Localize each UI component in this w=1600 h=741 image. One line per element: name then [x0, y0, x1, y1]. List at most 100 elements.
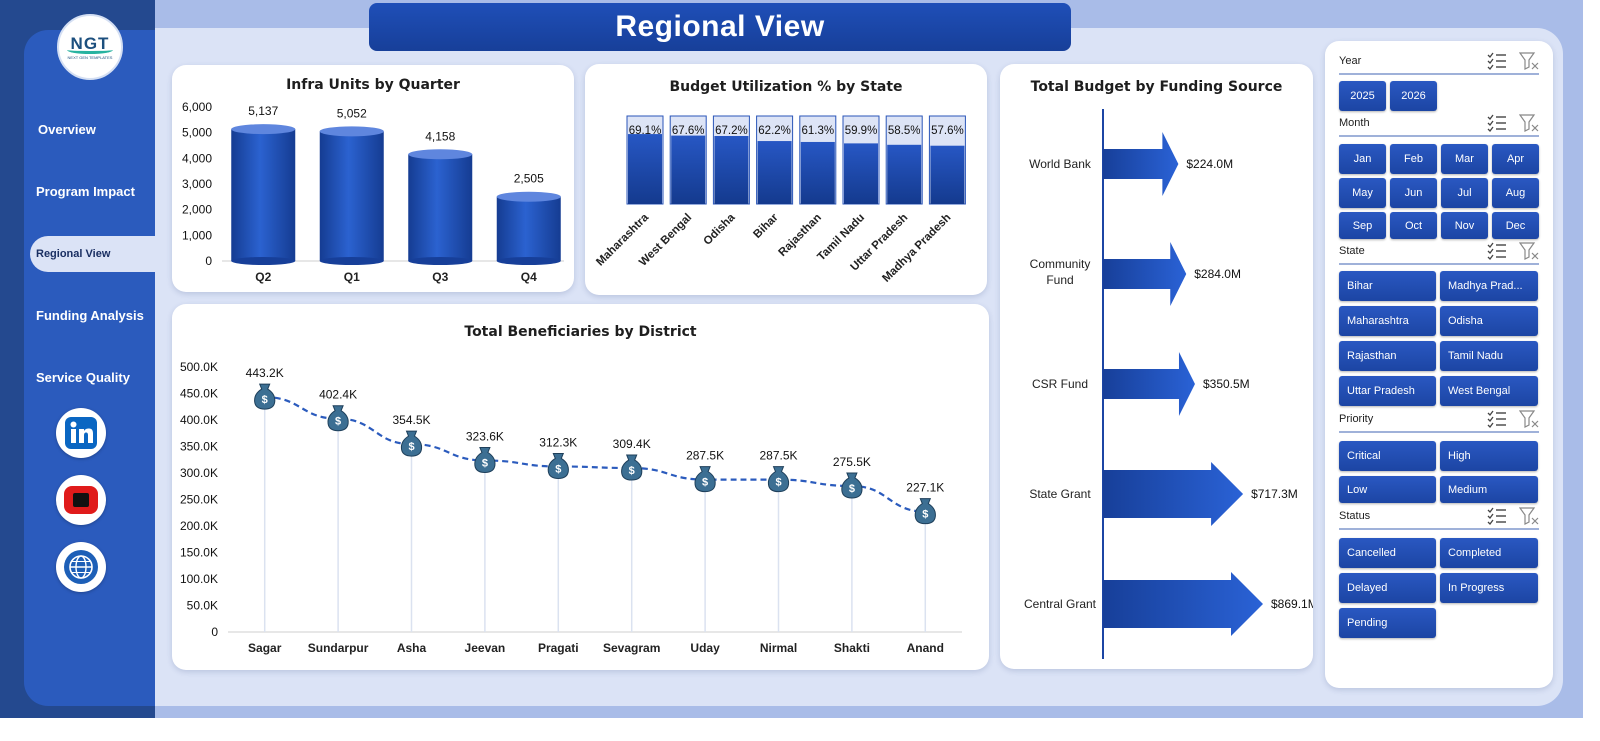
slicer-panel: Year 2025 2026 Month Jan Feb Mar Apr May…: [1325, 41, 1553, 688]
data-label: $350.5M: [1203, 377, 1250, 391]
month-option-mar[interactable]: Mar: [1441, 144, 1488, 174]
bar-base: [408, 257, 473, 265]
linkedin-icon: [65, 417, 97, 449]
priority-option-critical[interactable]: Critical: [1339, 441, 1436, 471]
nav-item-program-impact[interactable]: Program Impact: [36, 184, 135, 199]
x-tick-label: Odisha: [701, 211, 737, 247]
clear-filter-icon[interactable]: [1519, 114, 1539, 132]
month-option-oct[interactable]: Oct: [1390, 212, 1437, 239]
data-label: 69.1%: [629, 125, 662, 137]
y-tick-label: CSR Fund: [1032, 377, 1088, 391]
bar: [757, 141, 792, 204]
data-label: 275.5K: [833, 455, 871, 469]
clear-filter-icon[interactable]: [1519, 410, 1539, 428]
y-tick-label: Community: [1030, 257, 1091, 271]
data-label: 58.5%: [888, 125, 921, 137]
status-option-delayed[interactable]: Delayed: [1339, 573, 1436, 603]
website-button[interactable]: [56, 542, 106, 592]
arrow-bar: [1103, 242, 1187, 306]
money-bag-icon: [254, 383, 276, 410]
clear-filter-icon[interactable]: [1519, 507, 1539, 525]
state-option-bihar[interactable]: Bihar: [1339, 271, 1436, 301]
multi-select-icon[interactable]: [1487, 410, 1507, 428]
multi-select-icon[interactable]: [1487, 507, 1507, 525]
dollar-sign-glyph: $: [922, 509, 928, 521]
multi-select-icon[interactable]: [1487, 52, 1507, 70]
state-option-madhya-pradesh[interactable]: Madhya Prad...: [1440, 271, 1538, 301]
clear-filter-icon[interactable]: [1519, 52, 1539, 70]
priority-option-high[interactable]: High: [1440, 441, 1538, 471]
y-tick-label: World Bank: [1029, 157, 1092, 171]
nav-item-overview[interactable]: Overview: [38, 122, 96, 137]
arrow-bar: [1103, 572, 1263, 636]
logo: NGT NEXT GEN TEMPLATES: [57, 14, 123, 80]
nav-item-service-quality[interactable]: Service Quality: [36, 370, 130, 385]
month-option-jun[interactable]: Jun: [1390, 178, 1437, 208]
y-tick-label: 350.0K: [180, 440, 218, 454]
data-label: 287.5K: [686, 449, 724, 463]
y-tick-label: 5,000: [182, 126, 212, 140]
funding-source-chart: $224.0M World Bank $284.0M Community Fund $35…: [1024, 109, 1313, 659]
state-option-tamil-nadu[interactable]: Tamil Nadu: [1440, 341, 1538, 371]
state-option-maharashtra[interactable]: Maharashtra: [1339, 306, 1436, 336]
bar: [319, 131, 384, 261]
money-bag-marker: $: [914, 498, 936, 525]
state-option-uttar-pradesh[interactable]: Uttar Pradesh: [1339, 376, 1436, 406]
bar-base: [319, 257, 384, 265]
x-tick-label: Q2: [255, 270, 271, 284]
bar: [231, 129, 296, 261]
month-option-nov[interactable]: Nov: [1441, 212, 1488, 239]
logo-swoosh: [67, 46, 113, 54]
month-option-may[interactable]: May: [1339, 178, 1386, 208]
month-option-dec[interactable]: Dec: [1492, 212, 1539, 239]
dollar-sign-glyph: $: [555, 463, 561, 475]
money-bag-marker: $: [254, 383, 276, 410]
month-option-apr[interactable]: Apr: [1492, 144, 1539, 174]
beneficiaries-chart: 0 50.0K 100.0K 150.0K 200.0K 250.0K 300.0K 350.…: [180, 360, 962, 655]
data-label: 59.9%: [845, 125, 878, 137]
dollar-sign-glyph: $: [408, 441, 414, 453]
bar-base: [496, 257, 561, 265]
data-label: 4,158: [425, 129, 455, 143]
multi-select-icon[interactable]: [1487, 114, 1507, 132]
priority-option-low[interactable]: Low: [1339, 476, 1436, 503]
linkedin-button[interactable]: [56, 408, 106, 458]
bar-top: [408, 149, 473, 160]
state-option-west-bengal[interactable]: West Bengal: [1440, 376, 1538, 406]
status-option-pending[interactable]: Pending: [1339, 608, 1436, 638]
month-option-sep[interactable]: Sep: [1339, 212, 1386, 239]
month-option-aug[interactable]: Aug: [1492, 178, 1539, 208]
month-slicer-header: Month: [1339, 113, 1539, 137]
month-option-jan[interactable]: Jan: [1339, 144, 1386, 174]
youtube-button[interactable]: [56, 475, 106, 525]
y-tick-label: 400.0K: [180, 413, 218, 427]
data-label: $869.1M: [1271, 597, 1313, 611]
priority-slicer-header: Priority: [1339, 409, 1539, 433]
multi-select-icon[interactable]: [1487, 242, 1507, 260]
state-option-odisha[interactable]: Odisha: [1440, 306, 1538, 336]
data-label: 354.5K: [392, 413, 430, 427]
globe-icon: [64, 550, 98, 584]
money-bag-marker: $: [767, 466, 790, 493]
status-option-cancelled[interactable]: Cancelled: [1339, 538, 1436, 568]
y-tick-label: 4,000: [182, 151, 212, 165]
infra-units-title: Infra Units by Quarter: [286, 77, 460, 93]
state-option-rajasthan[interactable]: Rajasthan: [1339, 341, 1436, 371]
month-option-jul[interactable]: Jul: [1441, 178, 1488, 208]
dollar-sign-glyph: $: [775, 477, 781, 489]
clear-filter-icon[interactable]: [1519, 242, 1539, 260]
nav-item-funding-analysis[interactable]: Funding Analysis: [36, 308, 144, 323]
priority-option-medium[interactable]: Medium: [1440, 476, 1538, 503]
nav-item-regional-view[interactable]: Regional View: [30, 236, 155, 272]
data-label: 312.3K: [539, 435, 577, 449]
data-label: 62.2%: [758, 125, 791, 137]
data-label: 287.5K: [759, 449, 797, 463]
month-option-feb[interactable]: Feb: [1390, 144, 1437, 174]
status-option-completed[interactable]: Completed: [1440, 538, 1538, 568]
year-option-2026[interactable]: 2026: [1390, 81, 1437, 111]
y-tick-label: 100.0K: [180, 572, 218, 586]
status-option-in-progress[interactable]: In Progress: [1440, 573, 1538, 603]
year-option-2025[interactable]: 2025: [1339, 81, 1386, 111]
x-tick-label: Bihar: [751, 211, 781, 241]
money-bag-icon: [327, 405, 349, 432]
